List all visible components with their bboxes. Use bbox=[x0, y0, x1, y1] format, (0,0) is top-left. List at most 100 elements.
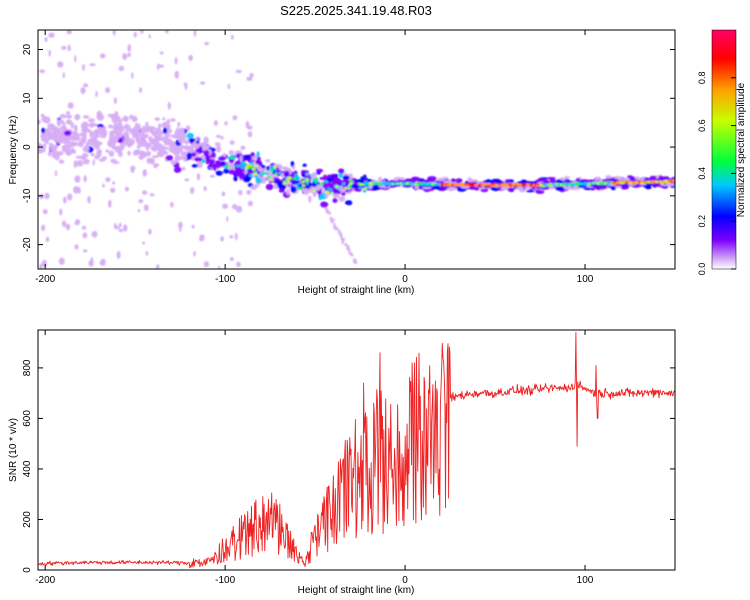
heatmap-blob bbox=[145, 59, 155, 63]
heatmap-blob bbox=[186, 107, 195, 117]
heatmap-blob bbox=[229, 157, 235, 164]
heatmap-blob bbox=[222, 203, 229, 209]
heatmap-blob bbox=[346, 220, 351, 225]
heatmap-blob bbox=[42, 143, 47, 149]
heatmap-blob bbox=[62, 72, 66, 79]
heatmap-blob bbox=[121, 195, 125, 205]
heatmap-blob bbox=[91, 230, 98, 238]
heatmap-blob bbox=[448, 186, 458, 191]
heatmap-blob bbox=[75, 80, 82, 90]
heatmap-blob bbox=[170, 42, 179, 50]
heatmap-blob bbox=[273, 183, 278, 190]
heatmap-blob bbox=[166, 119, 171, 125]
heatmap-blob bbox=[219, 209, 227, 218]
heatmap-blob bbox=[129, 128, 134, 135]
heatmap-y-tick-label: 20 bbox=[22, 44, 33, 56]
heatmap-blob bbox=[243, 40, 248, 49]
heatmap-blob bbox=[96, 37, 101, 44]
heatmap-blob bbox=[41, 35, 45, 41]
heatmap-blob bbox=[105, 217, 111, 222]
heatmap-blob bbox=[168, 210, 175, 214]
heatmap-blob bbox=[204, 214, 211, 220]
heatmap-blob bbox=[64, 201, 71, 211]
heatmap-blob bbox=[263, 58, 273, 66]
heatmap-blob bbox=[251, 167, 256, 171]
heatmap-blob bbox=[81, 136, 87, 144]
heatmap-blob bbox=[451, 178, 456, 183]
heatmap-blob bbox=[142, 125, 147, 133]
heatmap-blob bbox=[91, 30, 99, 35]
heatmap-blob bbox=[164, 168, 168, 172]
heatmap-blob bbox=[348, 182, 353, 186]
heatmap-blob bbox=[38, 147, 44, 154]
heatmap-blob bbox=[158, 64, 164, 68]
heatmap-blob bbox=[217, 260, 221, 265]
heatmap-blob bbox=[214, 249, 219, 259]
heatmap-blob bbox=[81, 126, 89, 134]
heatmap-blob bbox=[278, 171, 283, 175]
heatmap-blob bbox=[590, 187, 596, 191]
heatmap-blob bbox=[304, 242, 309, 245]
heatmap-blob bbox=[62, 138, 71, 145]
heatmap-blob bbox=[242, 34, 250, 41]
heatmap-blob bbox=[139, 181, 144, 192]
heatmap-blob bbox=[248, 242, 252, 250]
heatmap-blob bbox=[233, 171, 239, 176]
heatmap-blob bbox=[260, 222, 265, 227]
heatmap-blob bbox=[132, 170, 140, 178]
heatmap-blob bbox=[146, 157, 153, 164]
heatmap-blob bbox=[77, 186, 81, 194]
heatmap-blob bbox=[186, 132, 194, 139]
heatmap-blob bbox=[186, 145, 195, 152]
heatmap-blob bbox=[81, 195, 89, 203]
heatmap-blob bbox=[192, 60, 202, 71]
heatmap-blob bbox=[113, 97, 117, 104]
heatmap-blob bbox=[48, 108, 58, 118]
heatmap-blob bbox=[234, 36, 241, 44]
heatmap-blob bbox=[230, 34, 234, 40]
heatmap-blob bbox=[220, 68, 230, 73]
heatmap-blob bbox=[127, 217, 133, 223]
heatmap-blob bbox=[78, 102, 83, 109]
heatmap-blob bbox=[156, 63, 160, 71]
heatmap-blob bbox=[57, 164, 62, 169]
heatmap-blob bbox=[62, 125, 66, 132]
heatmap-blob bbox=[332, 193, 340, 199]
heatmap-blob bbox=[176, 251, 182, 259]
heatmap-blob bbox=[56, 139, 63, 144]
heatmap-blob bbox=[328, 130, 332, 135]
snr-y-tick-label: 200 bbox=[22, 511, 33, 528]
heatmap-blob bbox=[126, 101, 136, 107]
heatmap-blob bbox=[240, 163, 244, 167]
heatmap-blob bbox=[316, 108, 321, 114]
heatmap-blob bbox=[110, 211, 116, 217]
heatmap-blob bbox=[137, 209, 141, 213]
heatmap-blob bbox=[284, 174, 289, 177]
heatmap-blob bbox=[215, 170, 223, 176]
heatmap-blob bbox=[105, 149, 110, 153]
heatmap-blob bbox=[294, 173, 299, 177]
heatmap-blob bbox=[158, 40, 168, 48]
heatmap-frame bbox=[37, 29, 676, 270]
heatmap-blob bbox=[124, 186, 129, 192]
heatmap-blob bbox=[310, 225, 315, 230]
heatmap-blob bbox=[113, 122, 118, 128]
heatmap-blob bbox=[95, 159, 102, 169]
heatmap-blob bbox=[266, 117, 270, 122]
heatmap-blob bbox=[244, 220, 249, 229]
heatmap-blob bbox=[201, 251, 210, 258]
heatmap-blob bbox=[101, 67, 110, 73]
heatmap-blob bbox=[204, 88, 209, 94]
heatmap-blob bbox=[92, 159, 96, 166]
heatmap-blob bbox=[223, 168, 230, 174]
heatmap-blob bbox=[123, 132, 127, 140]
heatmap-blob bbox=[583, 187, 593, 191]
heatmap-blob bbox=[76, 160, 84, 167]
heatmap-blob bbox=[87, 195, 91, 204]
heatmap-blob bbox=[250, 151, 255, 157]
heatmap-blob bbox=[38, 215, 45, 223]
heatmap-blob bbox=[47, 65, 53, 73]
heatmap-blob bbox=[197, 226, 202, 235]
heatmap-blob bbox=[199, 81, 206, 85]
heatmap-blob bbox=[254, 164, 259, 167]
